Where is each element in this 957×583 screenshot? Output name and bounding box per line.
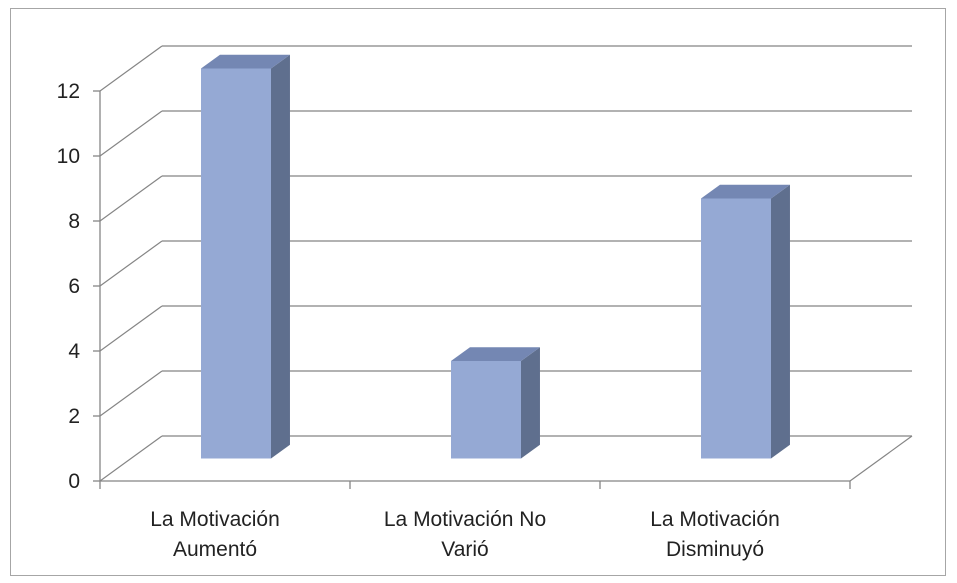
x-category-label-1-line-0: La Motivación No <box>384 508 546 531</box>
bar-side-0 <box>271 54 290 459</box>
x-category-label-0-line-0: La Motivación <box>150 508 280 531</box>
gridline-side-4 <box>99 305 163 352</box>
gridline-side-8 <box>99 175 163 222</box>
bars <box>201 54 790 459</box>
bar-2 <box>701 184 790 459</box>
bar-side-1 <box>521 347 540 459</box>
bar-front-1 <box>451 361 521 459</box>
y-tick-label-0: 0 <box>68 470 80 493</box>
bar-front-0 <box>201 68 271 459</box>
y-tick-labels: 0 2 4 6 8 10 12 <box>57 80 81 493</box>
gridline-side-0 <box>99 435 163 482</box>
x-category-label-1-line-1: Varió <box>441 538 488 561</box>
y-tick-label-4: 4 <box>68 340 80 363</box>
y-tick-label-6: 6 <box>68 275 80 298</box>
x-category-label-2-line-1: Disminuyó <box>666 538 764 561</box>
x-category-label-1: La Motivación No Varió <box>384 508 546 561</box>
bar-1 <box>451 347 540 459</box>
x-category-label-0-line-1: Aumentó <box>173 538 257 561</box>
bar-side-2 <box>771 184 790 459</box>
bar-top-0 <box>201 54 290 69</box>
floor-right-edge <box>849 435 913 482</box>
bar-top-1 <box>451 347 540 361</box>
gridline-side-2 <box>99 370 163 417</box>
y-tick-label-8: 8 <box>68 210 80 233</box>
gridline-side-12 <box>99 45 163 92</box>
bar-front-2 <box>701 198 771 459</box>
bar-top-2 <box>701 184 790 199</box>
y-tick-label-12: 12 <box>57 80 80 103</box>
x-category-label-2: La Motivación Disminuyó <box>650 508 780 561</box>
bar-0 <box>201 54 290 459</box>
y-tick-label-2: 2 <box>68 405 80 428</box>
gridline-side-10 <box>99 110 163 157</box>
axes <box>93 90 851 489</box>
y-tick-label-10: 10 <box>57 145 80 168</box>
x-category-label-0: La Motivación Aumentó <box>150 508 280 561</box>
gridline-side-6 <box>99 240 163 287</box>
x-category-labels: La Motivación Aumentó La Motivación No Vari… <box>150 508 780 561</box>
x-category-label-2-line-0: La Motivación <box>650 508 780 531</box>
